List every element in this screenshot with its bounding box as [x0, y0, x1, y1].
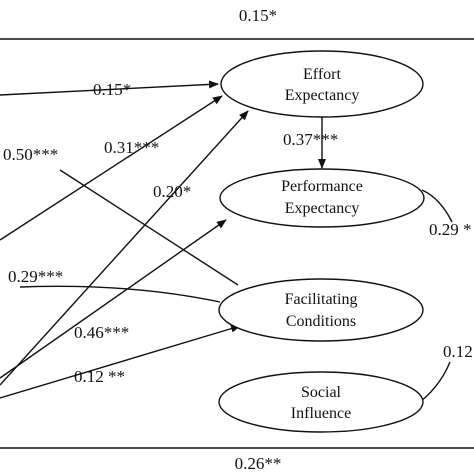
edge-to-effort-1: [0, 80, 219, 96]
node-social-line2: Influence: [291, 405, 351, 422]
edge-to-effort-2: [0, 95, 223, 241]
edge-050-to-facilitating: [59, 169, 239, 286]
node-facilitating-line2: Conditions: [286, 313, 356, 330]
node-effort-line1: Effort: [303, 66, 341, 83]
edge-social-out: [419, 361, 451, 403]
label-bottom: 0.26**: [235, 454, 282, 473]
node-facilitating-line1: Facilitating: [285, 291, 358, 308]
label-social-out: 0.12: [443, 342, 473, 361]
label-effort-performance: 0.37***: [283, 130, 338, 149]
node-performance-line1: Performance: [281, 178, 363, 195]
node-social-influence: Social Influence: [218, 371, 424, 433]
label-to-facilitating: 0.12 **: [74, 367, 125, 386]
node-performance-line2: Expectancy: [285, 200, 360, 217]
node-performance-expectancy: Performance Expectancy: [219, 168, 425, 228]
edge-performance-out: [421, 189, 453, 223]
node-effort-expectancy: Effort Expectancy: [220, 50, 424, 118]
edge-to-facilitating: [0, 324, 241, 399]
node-social-line1: Social: [301, 384, 342, 401]
label-to-effort-1: 0.15*: [93, 80, 131, 99]
label-050: 0.50***: [3, 145, 58, 164]
node-effort-line2: Expectancy: [285, 87, 360, 104]
node-facilitating-conditions: Facilitating Conditions: [218, 278, 424, 342]
edge-to-performance: [0, 219, 227, 379]
label-to-effort-2: 0.31***: [104, 138, 159, 157]
edge-to-effort-3: [0, 110, 249, 386]
label-top: 0.15*: [239, 6, 277, 25]
label-to-performance: 0.46***: [74, 323, 129, 342]
label-performance-out: 0.29 *: [429, 220, 472, 239]
label-to-effort-3: 0.20*: [153, 182, 191, 201]
label-029: 0.29***: [8, 267, 63, 286]
edge-029-to-facilitating: [19, 285, 221, 303]
